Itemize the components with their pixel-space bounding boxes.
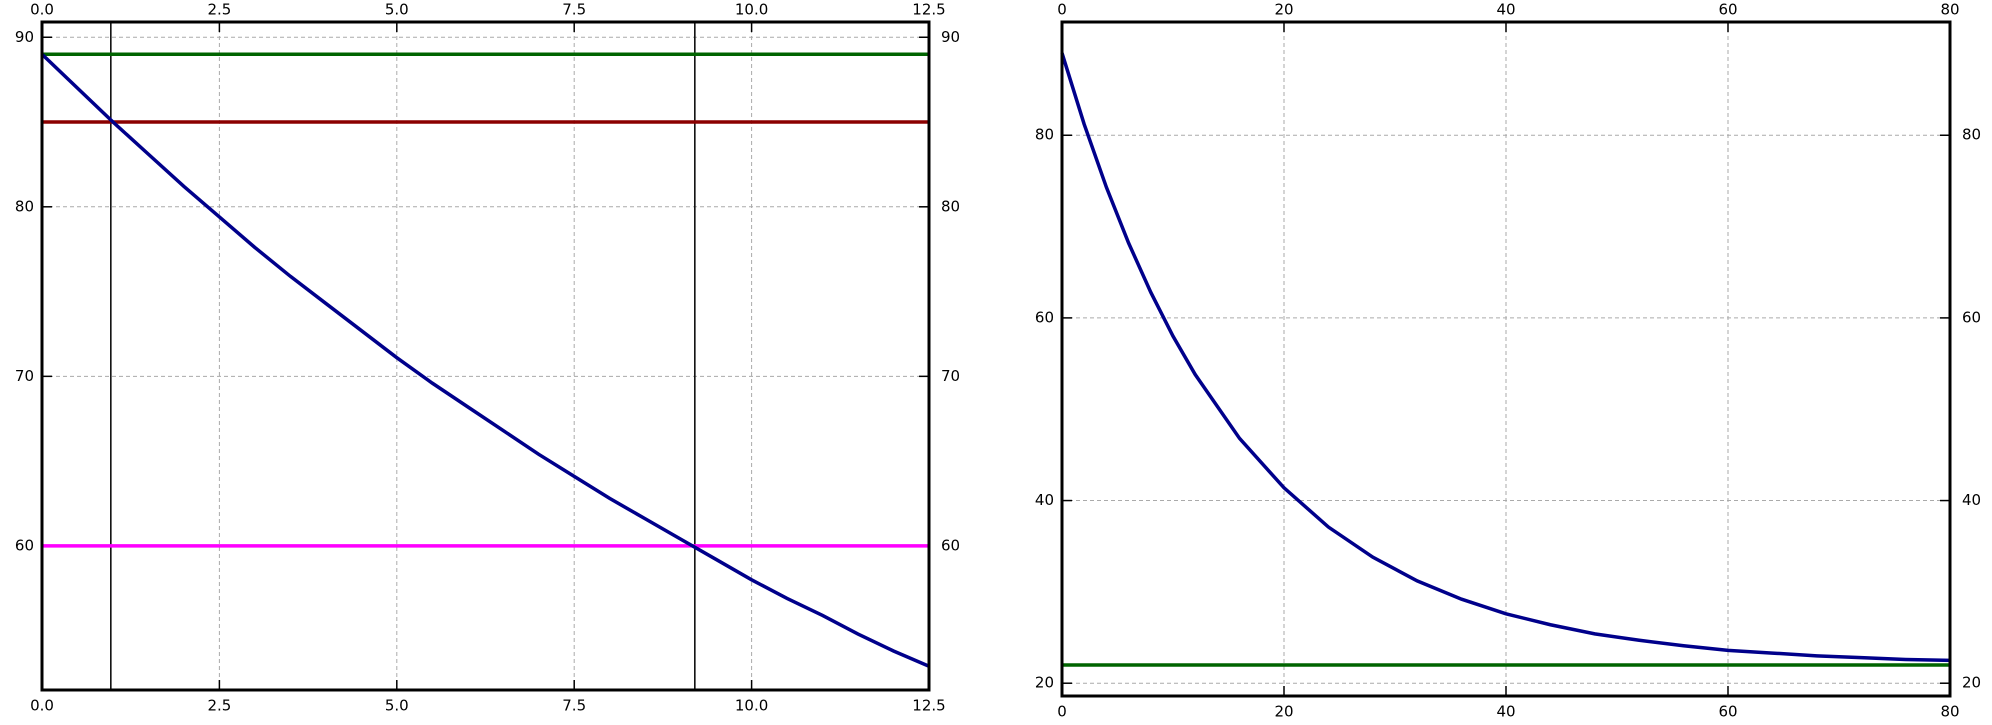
curve (1060, 52, 1951, 663)
x-tick-label: 0 (1057, 703, 1067, 721)
y-tick-label: 90 (15, 28, 34, 46)
x-tick-label: 60 (1718, 1, 1737, 19)
y-tick-label: 20 (1962, 674, 1981, 692)
x-tick-label: 7.5 (562, 697, 586, 715)
curve (40, 52, 930, 668)
x-tick-label: 80 (1940, 1, 1959, 19)
x-tick-label: 5.0 (385, 1, 409, 19)
y-tick-label: 70 (941, 367, 960, 385)
y-tick-label: 60 (1035, 308, 1054, 326)
y-tick-label: 70 (15, 367, 34, 385)
x-tick-label: 40 (1496, 1, 1515, 19)
y-tick-label: 80 (941, 197, 960, 215)
x-tick-label: 80 (1940, 703, 1959, 721)
y-tick-label: 80 (1035, 126, 1054, 144)
plot-frame (40, 20, 931, 692)
y-tick-label: 60 (941, 536, 960, 554)
x-tick-label: 20 (1274, 1, 1293, 19)
y-tick-label: 90 (941, 28, 960, 46)
x-tick-label: 10.0 (735, 1, 768, 19)
y-tick-label: 80 (15, 197, 34, 215)
y-tick-label: 80 (1962, 126, 1981, 144)
x-tick-label: 40 (1496, 703, 1515, 721)
y-tick-label: 60 (1962, 308, 1981, 326)
y-tick-label: 40 (1962, 491, 1981, 509)
x-tick-label: 2.5 (207, 1, 231, 19)
y-tick-label: 60 (15, 536, 34, 554)
y-tick-label: 20 (1035, 674, 1054, 692)
x-tick-label: 0.0 (30, 1, 54, 19)
x-tick-label: 5.0 (385, 697, 409, 715)
x-tick-label: 20 (1274, 703, 1293, 721)
plot-frame (1060, 20, 1952, 698)
x-tick-label: 0.0 (30, 697, 54, 715)
x-tick-label: 7.5 (562, 1, 586, 19)
x-tick-label: 12.5 (912, 1, 945, 19)
x-tick-label: 10.0 (735, 697, 768, 715)
x-tick-label: 2.5 (207, 697, 231, 715)
y-tick-label: 40 (1035, 491, 1054, 509)
x-tick-label: 60 (1718, 703, 1737, 721)
x-tick-label: 12.5 (912, 697, 945, 715)
x-tick-label: 0 (1057, 1, 1067, 19)
